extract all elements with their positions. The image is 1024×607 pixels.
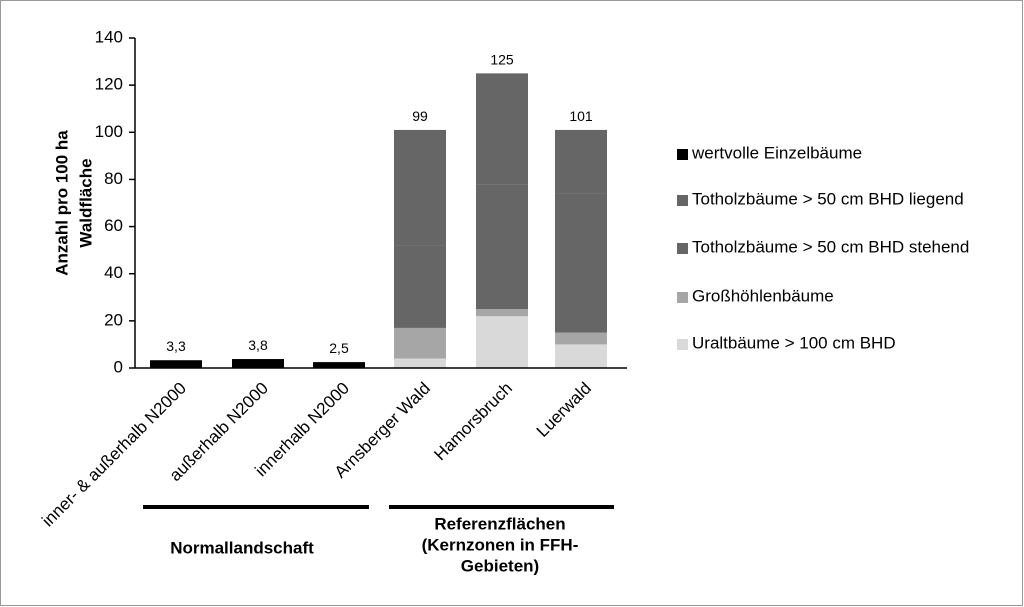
group-label-normallandschaft-line-1: Normallandschaft	[170, 538, 314, 557]
bar-hamorsbruch-totholzb-ume-50-cm-bhd-liegend	[476, 73, 528, 185]
legend-swatch-wertvolle-einzelb-ume	[677, 149, 688, 160]
legend-label-wertvolle-einzelb-ume: wertvolle Einzelbäume	[691, 143, 862, 162]
group-label-referenzfl-chen-line-2: (Kernzonen in FFH-	[422, 535, 579, 554]
bar-au-erhalb-n2000-wertvolle-einzelb-ume	[232, 359, 284, 368]
legend-swatch-uraltb-ume-100-cm-bhd	[677, 339, 688, 350]
legend-swatch-gro-h-hlenb-ume	[677, 292, 688, 303]
data-labels: 3,3 3,8 2,5 99 125 101	[166, 51, 593, 356]
bar-arnsberger-wald-gro-h-hlenb-ume	[394, 327, 446, 359]
bar-luerwald-totholzb-ume-50-cm-bhd-liegend	[555, 129, 607, 194]
y-tick-label-100: 100	[95, 122, 123, 141]
legend-swatch-totholzb-ume-50-cm-bhd-stehend	[677, 243, 688, 254]
group-label-referenzfl-chen-line-1: Referenzflächen	[434, 514, 565, 533]
y-axis-ticks: 0 20 40 60 80 100 120 140	[95, 27, 135, 376]
data-label-inner-au-erhalb-n2000: 3,3	[166, 338, 186, 354]
bar-luerwald-uraltb-ume-100-cm-bhd	[555, 344, 607, 368]
legend-label-gro-h-hlenb-ume: Großhöhlenbäume	[692, 286, 834, 305]
y-tick-label-60: 60	[104, 216, 123, 235]
legend-label-totholzb-ume-50-cm-bhd-stehend: Totholzbäume > 50 cm BHD stehend	[692, 237, 969, 256]
legend: wertvolle Einzelbäume Totholzbäume > 50 c…	[677, 143, 969, 352]
bar-innerhalb-n2000-wertvolle-einzelb-ume	[313, 362, 365, 368]
data-label-arnsberger-wald: 99	[412, 108, 428, 124]
group-label-referenzfl-chen-line-3: Gebieten)	[461, 556, 539, 575]
data-label-hamorsbruch: 125	[490, 51, 514, 67]
bar-hamorsbruch-totholzb-ume-50-cm-bhd-stehend	[476, 184, 528, 310]
y-tick-label-140: 140	[95, 27, 123, 46]
bar-arnsberger-wald-totholzb-ume-50-cm-bhd-liegend	[394, 129, 446, 246]
bar-hamorsbruch-gro-h-hlenb-ume	[476, 309, 528, 317]
bar-inner-au-erhalb-n2000-wertvolle-einzelb-ume	[150, 360, 202, 368]
data-label-au-erhalb-n2000: 3,8	[248, 337, 268, 353]
bar-luerwald-totholzb-ume-50-cm-bhd-stehend	[555, 193, 607, 333]
y-tick-label-80: 80	[104, 169, 123, 188]
bar-arnsberger-wald-uraltb-ume-100-cm-bhd	[394, 358, 446, 368]
y-axis-title-line-2: Waldfläche	[76, 158, 95, 247]
data-label-luerwald: 101	[569, 108, 593, 124]
y-tick-label-40: 40	[104, 263, 123, 282]
legend-label-totholzb-ume-50-cm-bhd-liegend: Totholzbäume > 50 cm BHD liegend	[692, 189, 964, 208]
category-groups: Normallandschaft Referenzflächen (Kernzone…	[143, 505, 614, 575]
legend-swatch-totholzb-ume-50-cm-bhd-liegend	[677, 195, 688, 206]
data-label-innerhalb-n2000: 2,5	[329, 340, 349, 356]
y-tick-label-120: 120	[95, 75, 123, 94]
y-axis-title-line-1: Anzahl pro 100 ha	[52, 130, 71, 276]
bar-arnsberger-wald-totholzb-ume-50-cm-bhd-stehend	[394, 245, 446, 328]
y-axis-title: Anzahl pro 100 ha Waldfläche	[52, 130, 95, 276]
legend-label-uraltb-ume-100-cm-bhd: Uraltbäume > 100 cm BHD	[692, 333, 896, 352]
bars	[150, 73, 607, 368]
bar-hamorsbruch-uraltb-ume-100-cm-bhd	[476, 316, 528, 368]
y-tick-label-0: 0	[114, 357, 123, 376]
y-tick-label-20: 20	[104, 310, 123, 329]
bar-luerwald-gro-h-hlenb-ume	[555, 332, 607, 345]
